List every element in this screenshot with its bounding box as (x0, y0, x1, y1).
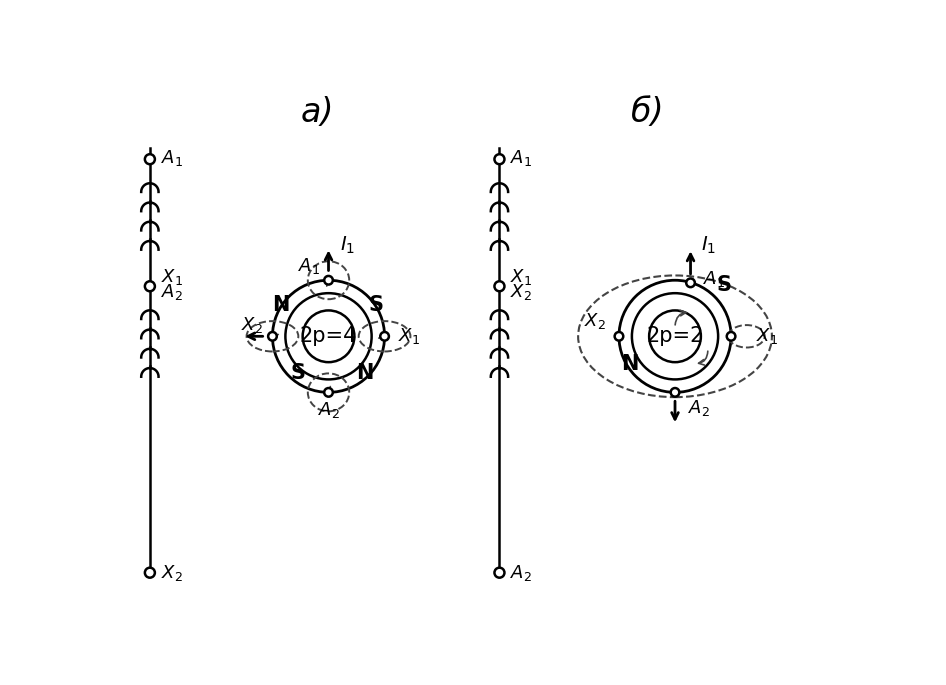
Text: а): а) (300, 97, 334, 129)
Circle shape (727, 332, 735, 340)
Circle shape (495, 568, 504, 577)
Text: $X_1$: $X_1$ (510, 267, 533, 287)
Text: $A_1$: $A_1$ (299, 256, 321, 277)
Circle shape (324, 388, 333, 397)
Text: S: S (716, 275, 731, 295)
Text: S: S (290, 363, 306, 383)
Text: $A_2$: $A_2$ (161, 282, 183, 302)
Text: N: N (357, 363, 374, 383)
Circle shape (686, 279, 695, 287)
Text: $A_2$: $A_2$ (318, 399, 340, 420)
Circle shape (671, 388, 679, 397)
Text: $I_1$: $I_1$ (701, 234, 716, 256)
Text: $X_2$: $X_2$ (161, 562, 183, 583)
Circle shape (268, 332, 277, 340)
Text: $A_1$: $A_1$ (510, 148, 533, 168)
Text: $I_1$: $I_1$ (340, 235, 355, 256)
Text: $A_2$: $A_2$ (688, 398, 710, 418)
Circle shape (495, 282, 504, 291)
Text: S: S (369, 295, 384, 316)
Text: $X_1$: $X_1$ (161, 267, 183, 287)
Text: $X_1$: $X_1$ (756, 326, 779, 347)
Circle shape (380, 332, 389, 340)
Text: $X_2$: $X_2$ (241, 315, 263, 335)
Text: $X_1$: $X_1$ (397, 326, 420, 347)
Text: б): б) (631, 97, 665, 129)
Text: 2p=2: 2p=2 (646, 326, 704, 347)
Text: N: N (622, 354, 639, 374)
Text: $X_2$: $X_2$ (510, 282, 532, 302)
Circle shape (615, 332, 623, 340)
Circle shape (145, 568, 155, 577)
Circle shape (145, 154, 155, 164)
Text: $A_1$: $A_1$ (704, 269, 726, 288)
Text: N: N (272, 295, 289, 316)
Text: $A_1$: $A_1$ (161, 148, 183, 168)
Circle shape (145, 282, 155, 291)
Text: $A_2$: $A_2$ (510, 562, 533, 583)
Text: 2p=4: 2p=4 (300, 326, 358, 347)
Circle shape (495, 154, 504, 164)
Circle shape (324, 276, 333, 284)
Text: $X_2$: $X_2$ (584, 311, 605, 331)
